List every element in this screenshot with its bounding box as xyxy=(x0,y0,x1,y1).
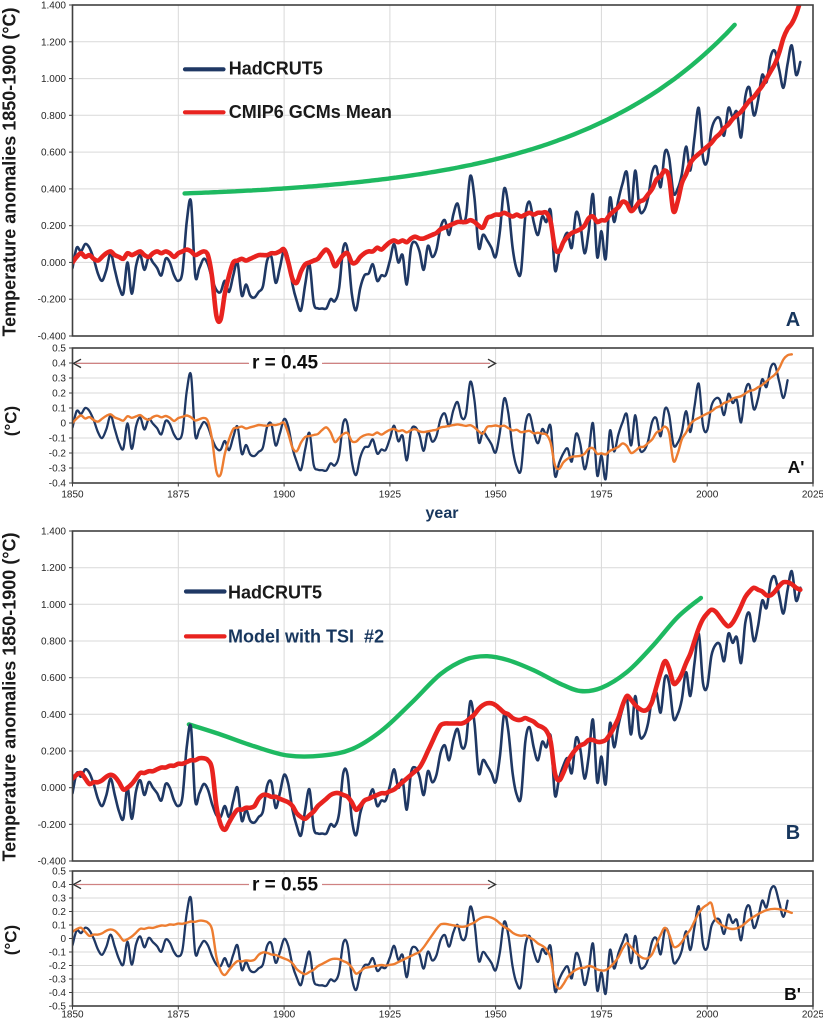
svg-text:1.400: 1.400 xyxy=(41,1,66,12)
svg-text:0.4: 0.4 xyxy=(52,880,66,891)
svg-text:HadCRUT5: HadCRUT5 xyxy=(228,582,322,602)
svg-text:-0.2: -0.2 xyxy=(49,961,67,972)
svg-text:HadCRUT5: HadCRUT5 xyxy=(229,59,323,79)
svg-text:-0.4: -0.4 xyxy=(49,988,67,999)
svg-text:2025: 2025 xyxy=(802,1010,823,1021)
svg-text:1.400: 1.400 xyxy=(41,527,66,538)
svg-text:0.000: 0.000 xyxy=(41,783,66,794)
svg-text:Temperature anomalies 1850-190: Temperature anomalies 1850-1900 (°C) xyxy=(0,532,20,861)
svg-text:-0.1: -0.1 xyxy=(49,434,67,445)
svg-text:0.5: 0.5 xyxy=(52,867,66,878)
svg-text:0.600: 0.600 xyxy=(41,148,66,159)
svg-text:CMIP6 GCMs Mean: CMIP6 GCMs Mean xyxy=(229,102,392,122)
svg-text:0.1: 0.1 xyxy=(52,404,66,415)
svg-text:1950: 1950 xyxy=(484,490,507,501)
svg-text:1950: 1950 xyxy=(484,1010,507,1021)
svg-text:0.200: 0.200 xyxy=(41,747,66,758)
svg-text:0: 0 xyxy=(60,934,66,945)
svg-text:2025: 2025 xyxy=(802,490,823,501)
svg-text:1900: 1900 xyxy=(273,490,296,501)
svg-text:-0.4: -0.4 xyxy=(49,479,67,490)
svg-text:1.000: 1.000 xyxy=(41,74,66,85)
svg-text:0.800: 0.800 xyxy=(41,637,66,648)
svg-text:1.200: 1.200 xyxy=(41,37,66,48)
svg-text:year: year xyxy=(426,505,459,522)
svg-text:1975: 1975 xyxy=(590,1010,613,1021)
svg-text:1875: 1875 xyxy=(167,490,190,501)
svg-text:0.400: 0.400 xyxy=(41,184,66,195)
svg-text:0.400: 0.400 xyxy=(41,710,66,721)
svg-text:1850: 1850 xyxy=(61,1010,84,1021)
svg-text:0.800: 0.800 xyxy=(41,111,66,122)
svg-text:-0.400: -0.400 xyxy=(38,332,67,343)
svg-text:-0.200: -0.200 xyxy=(38,820,67,831)
svg-text:B: B xyxy=(786,822,800,844)
svg-text:1925: 1925 xyxy=(379,490,402,501)
svg-text:-0.5: -0.5 xyxy=(49,1002,67,1013)
svg-text:B': B' xyxy=(784,984,801,1004)
svg-text:-0.200: -0.200 xyxy=(38,295,67,306)
svg-text:0.4: 0.4 xyxy=(52,359,66,370)
svg-text:1850: 1850 xyxy=(61,490,84,501)
svg-text:0.3: 0.3 xyxy=(52,894,66,905)
svg-text:-0.3: -0.3 xyxy=(49,975,67,986)
svg-text:0.600: 0.600 xyxy=(41,673,66,684)
svg-text:-0.1: -0.1 xyxy=(49,948,67,959)
svg-text:r = 0.45: r = 0.45 xyxy=(252,353,318,374)
svg-text:0.000: 0.000 xyxy=(41,258,66,269)
svg-text:A: A xyxy=(786,309,800,331)
svg-text:-0.400: -0.400 xyxy=(38,857,67,868)
svg-text:0.3: 0.3 xyxy=(52,374,66,385)
svg-text:1.200: 1.200 xyxy=(41,563,66,574)
svg-text:1975: 1975 xyxy=(590,490,613,501)
svg-text:1.000: 1.000 xyxy=(41,600,66,611)
svg-text:0.2: 0.2 xyxy=(52,389,66,400)
svg-text:0.200: 0.200 xyxy=(41,221,66,232)
svg-text:0.1: 0.1 xyxy=(52,921,66,932)
svg-text:r = 0.55: r = 0.55 xyxy=(252,875,318,896)
svg-text:Temperature anomalies 1850-190: Temperature anomalies 1850-1900 (°C) xyxy=(0,7,20,336)
svg-text:1925: 1925 xyxy=(379,1010,402,1021)
svg-text:2000: 2000 xyxy=(696,490,719,501)
svg-text:Model with TSI #2: Model with TSI #2 xyxy=(228,626,384,646)
svg-text:(°C): (°C) xyxy=(2,406,21,436)
svg-text:1900: 1900 xyxy=(273,1010,296,1021)
svg-text:0.5: 0.5 xyxy=(52,344,66,355)
svg-text:2000: 2000 xyxy=(696,1010,719,1021)
svg-text:1875: 1875 xyxy=(167,1010,190,1021)
svg-text:0: 0 xyxy=(60,419,66,430)
svg-text:-0.2: -0.2 xyxy=(49,449,67,460)
svg-text:(°C): (°C) xyxy=(2,925,21,955)
svg-text:-0.3: -0.3 xyxy=(49,464,67,475)
svg-text:0.2: 0.2 xyxy=(52,907,66,918)
svg-text:A': A' xyxy=(788,457,805,477)
